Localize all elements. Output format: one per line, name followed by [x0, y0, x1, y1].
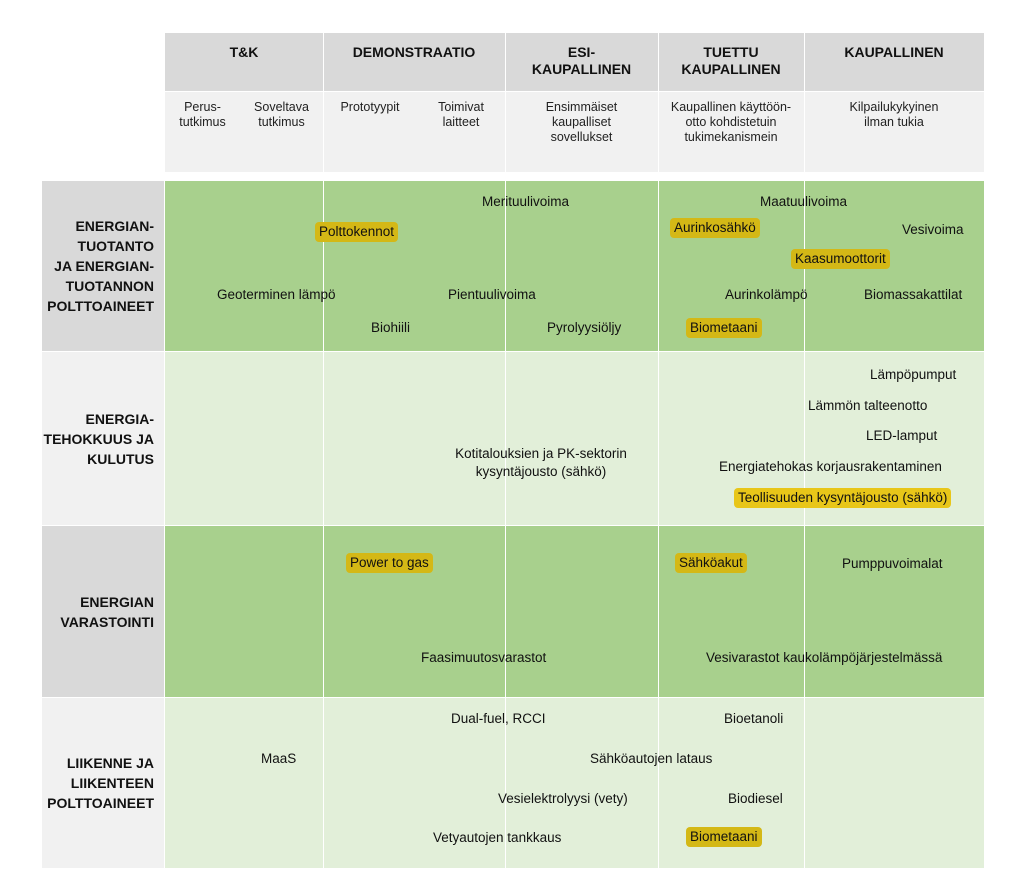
row-label-energiatehokkuus: ENERGIA- TEHOKKUUS JA KULUTUS: [43, 410, 154, 467]
item-vesivoima: Vesivoima: [902, 222, 964, 237]
item-talteenotto: Lämmön talteenotto: [808, 398, 928, 413]
row-label-2-bg: [42, 352, 164, 525]
item-pumppuvoimalat: Pumppuvoimalat: [842, 556, 943, 571]
item-biomassakattilat: Biomassakattilat: [864, 287, 963, 302]
item-vetyautojen-tankkaus: Vetyautojen tankkaus: [433, 830, 562, 845]
item-geoterminen: Geoterminen lämpö: [217, 287, 336, 302]
column-divider: [505, 33, 506, 868]
item-teollisuus: Teollisuuden kysyntäjousto (sähkö): [734, 488, 952, 508]
row-label-varastointi: ENERGIAN VARASTOINTI: [60, 593, 154, 630]
item-sahkoakut: Sähköakut: [675, 553, 747, 573]
item-vesivarastot: Vesivarastot kaukolämpöjärjestelmässä: [706, 650, 943, 665]
substage-tuettu: Kaupallinen käyttöön- otto kohdistetuin …: [670, 100, 792, 144]
substage-soveltava: Soveltava tutkimus: [254, 100, 309, 129]
row-4-area: [165, 698, 984, 868]
substage-perustutkimus: Perus- tutkimus: [179, 100, 226, 129]
item-merituulivoima: Merituulivoima: [482, 194, 570, 209]
item-biometaani-1: Biometaani: [686, 318, 762, 338]
row-label-energiantuotanto: ENERGIAN- TUOTANTO JA ENERGIAN- TUOTANNO…: [47, 218, 154, 314]
stage-header-row: [165, 33, 984, 91]
item-korjausrakentaminen: Energiatehokas korjausrakentaminen: [719, 459, 942, 474]
substage-ensimmaiset: Ensimmäiset kaupalliset sovellukset: [545, 100, 618, 144]
item-biohiili: Biohiili: [371, 320, 411, 335]
item-aurinkosahko: Aurinkosähkö: [670, 218, 760, 238]
row-label-1-bg: [42, 181, 164, 351]
item-dual-fuel: Dual-fuel, RCCI: [451, 711, 546, 726]
item-power-to-gas: Power to gas: [346, 553, 433, 573]
item-biometaani-2: Biometaani: [686, 827, 762, 847]
item-faasimuutos: Faasimuutosvarastot: [421, 650, 547, 665]
substage-prototyypit: Prototyypit: [340, 100, 400, 114]
item-pientuulivoima: Pientuulivoima: [448, 287, 536, 302]
item-bioetanoli: Bioetanoli: [724, 711, 784, 726]
column-divider: [323, 33, 324, 868]
item-polttokennot: Polttokennot: [315, 222, 399, 242]
substage-kilpailukykyinen: Kilpailukykyinen ilman tukia: [849, 100, 939, 129]
row-label-4-bg: [42, 698, 164, 868]
item-aurinkolampo: Aurinkolämpö: [725, 287, 808, 302]
stage-demonstraatio: DEMONSTRAATIO: [352, 44, 476, 60]
item-vesielektrolyysi: Vesielektrolyysi (vety): [498, 791, 628, 806]
row-label-liikenne: LIIKENNE JA LIIKENTEEN POLTTOAINEET: [47, 755, 154, 811]
stage-kaupallinen: KAUPALLINEN: [844, 44, 944, 60]
substage-toimivat: Toimivat laitteet: [438, 100, 484, 129]
stage-tk: T&K: [229, 44, 259, 60]
row-3-area: [165, 526, 984, 697]
column-divider: [804, 33, 805, 868]
item-lampopumput: Lämpöpumput: [870, 367, 957, 382]
item-sahkoautojen-lataus: Sähköautojen lataus: [590, 751, 713, 766]
row-label-3-bg: [42, 526, 164, 697]
item-biodiesel: Biodiesel: [728, 791, 783, 806]
item-kaasumoottorit: Kaasumoottorit: [791, 249, 890, 269]
stage-esikaupallinen: ESI- KAUPALLINEN: [531, 44, 632, 77]
stage-tuettu-kaupallinen: TUETTU KAUPALLINEN: [681, 44, 781, 77]
item-maatuulivoima: Maatuulivoima: [760, 194, 848, 209]
item-pyrolyysioljy: Pyrolyysiöljy: [547, 320, 622, 335]
item-led-lamput: LED-lamput: [866, 428, 938, 443]
column-divider: [658, 33, 659, 868]
item-maas: MaaS: [261, 751, 297, 766]
item-kotitaloudet: Kotitalouksien ja PK-sektorin kysyntäjou…: [455, 446, 627, 479]
substage-header-row: [165, 92, 984, 172]
